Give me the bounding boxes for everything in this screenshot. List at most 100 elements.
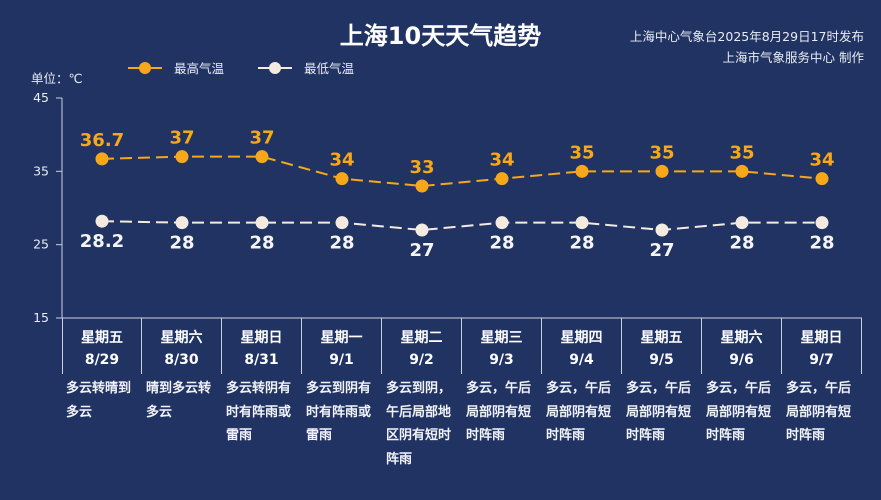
day-header: 星期二 9/2 (382, 318, 462, 374)
weekday-label: 星期五 (81, 330, 123, 346)
high-temp-point[interactable] (335, 172, 349, 186)
high-temp-point[interactable] (175, 150, 189, 164)
high-temp-value-label: 33 (409, 157, 434, 178)
day-header: 星期五 8/29 (62, 318, 142, 374)
low-temp-value-label: 28 (729, 233, 754, 254)
high-temp-point[interactable] (655, 164, 669, 178)
day-column: 星期六 9/6 多云，午后局部阴有短时阵雨 (702, 318, 782, 471)
low-temp-value-label: 27 (409, 240, 434, 261)
date-label: 9/5 (649, 352, 674, 368)
high-temp-value-label: 37 (169, 128, 194, 149)
day-column: 星期四 9/4 多云，午后局部阴有短时阵雨 (542, 318, 622, 471)
weekday-label: 星期三 (480, 330, 523, 346)
weekday-label: 星期日 (800, 330, 843, 346)
y-tick-label: 15 (33, 310, 49, 325)
day-header: 星期一 9/1 (302, 318, 382, 374)
weekday-label: 星期四 (560, 330, 603, 346)
issuer-line-publisher: 上海中心气象台2025年8月29日17时发布 (629, 29, 864, 44)
legend-item-low[interactable]: 最低气温 (258, 58, 354, 77)
high-temp-point[interactable] (95, 152, 109, 166)
day-header: 星期四 9/4 (542, 318, 622, 374)
series-line (101, 220, 822, 232)
date-label: 8/29 (84, 352, 120, 368)
high-temp-value-label: 35 (649, 142, 674, 163)
chart-legend: 最高气温 最低气温 (128, 58, 388, 77)
date-label: 8/31 (244, 352, 279, 368)
low-temp-point[interactable] (95, 214, 109, 228)
weekday-label: 星期六 (160, 330, 203, 346)
high-temp-point[interactable] (415, 179, 429, 193)
day-header: 星期六 8/30 (142, 318, 222, 374)
weather-description: 多云转晴到多云 (66, 381, 132, 420)
low-temp-value-label: 27 (649, 240, 674, 261)
low-temp-point[interactable] (415, 223, 429, 237)
date-label: 9/2 (409, 352, 434, 368)
date-label: 8/30 (164, 352, 199, 368)
weekday-label: 星期一 (320, 330, 363, 346)
legend-label-high: 最高气温 (174, 61, 225, 76)
unit-label: 单位：℃ (31, 71, 83, 86)
weather-description: 多云，午后局部阴有短时阵雨 (626, 381, 692, 443)
weather-description: 多云转阴有时有阵雨或雷雨 (226, 381, 292, 443)
low-temp-point[interactable] (575, 216, 589, 230)
day-column: 星期五 8/29 多云转晴到多云 (62, 318, 142, 471)
day-column: 星期六 8/30 晴到多云转多云 (142, 318, 222, 471)
low-temp-marker-icon (258, 61, 293, 75)
date-label: 9/1 (329, 352, 354, 368)
low-temp-value-label: 28 (169, 233, 194, 254)
y-tick-label: 25 (33, 237, 49, 252)
low-temp-value-label: 28 (569, 233, 594, 254)
low-temp-point[interactable] (175, 216, 189, 230)
weekday-label: 星期五 (640, 330, 683, 346)
low-temp-value-label: 28.2 (80, 231, 124, 252)
high-temp-value-label: 36.7 (80, 130, 124, 151)
day-column: 星期二 9/2 多云到阴，午后局部地区阴有短时阵雨 (382, 318, 462, 471)
low-temp-series: 28.2 28 28 28 27 28 28 27 28 28 (80, 214, 835, 261)
weather-description: 多云，午后局部阴有短时阵雨 (546, 381, 612, 443)
high-temp-point[interactable] (575, 164, 589, 178)
low-temp-value-label: 28 (809, 233, 834, 254)
low-temp-point[interactable] (335, 216, 349, 230)
low-temp-point[interactable] (495, 216, 509, 230)
day-column: 星期一 9/1 多云到阴有时有阵雨或雷雨 (302, 318, 382, 471)
date-label: 9/3 (489, 352, 514, 368)
issuer-info: 上海中心气象台2025年8月29日17时发布 上海市气象服务中心 制作 (630, 26, 864, 68)
weather-description: 多云，午后局部阴有短时阵雨 (466, 381, 532, 443)
high-temp-marker-icon (128, 61, 162, 75)
high-temp-point[interactable] (495, 172, 509, 186)
day-column: 星期五 9/5 多云，午后局部阴有短时阵雨 (622, 318, 702, 471)
high-temp-point[interactable] (255, 150, 269, 164)
low-temp-point[interactable] (655, 223, 669, 237)
low-temp-value-label: 28 (329, 233, 354, 254)
day-header: 星期三 9/3 (462, 318, 542, 374)
issuer-line-producer: 上海市气象服务中心 制作 (722, 50, 864, 65)
date-label: 9/6 (729, 352, 754, 368)
high-temp-point[interactable] (735, 164, 749, 178)
high-temp-point[interactable] (815, 172, 829, 186)
date-label: 9/7 (809, 352, 834, 368)
low-temp-point[interactable] (735, 216, 749, 230)
high-temp-value-label: 35 (729, 142, 754, 163)
high-temp-value-label: 34 (489, 150, 514, 171)
low-temp-value-label: 28 (249, 233, 274, 254)
weekday-label: 星期六 (720, 330, 763, 346)
weather-description: 多云到阴，午后局部地区阴有短时阵雨 (386, 381, 452, 467)
low-temp-point[interactable] (255, 216, 269, 230)
high-temp-value-label: 35 (569, 142, 594, 163)
day-columns: 星期五 8/29 多云转晴到多云 星期六 8/30 晴到多云转多云 星期日 8/31 多云转阴有… (62, 318, 862, 471)
day-column: 星期三 9/3 多云，午后局部阴有短时阵雨 (462, 318, 542, 471)
day-header: 星期日 8/31 (222, 318, 302, 374)
low-temp-point[interactable] (815, 216, 829, 230)
day-header: 星期五 9/5 (622, 318, 702, 374)
weather-description: 晴到多云转多云 (146, 381, 212, 420)
day-column: 星期日 8/31 多云转阴有时有阵雨或雷雨 (222, 318, 302, 471)
series-line (101, 155, 823, 188)
legend-item-high[interactable]: 最高气温 (128, 58, 224, 77)
day-header: 星期六 9/6 (702, 318, 782, 374)
chart-title: 上海10天天气趋势 (339, 22, 542, 50)
day-header: 星期日 9/7 (782, 318, 862, 374)
weekday-label: 星期二 (400, 330, 443, 346)
high-temp-value-label: 34 (809, 150, 834, 171)
weather-description: 多云到阴有时有阵雨或雷雨 (306, 381, 372, 443)
